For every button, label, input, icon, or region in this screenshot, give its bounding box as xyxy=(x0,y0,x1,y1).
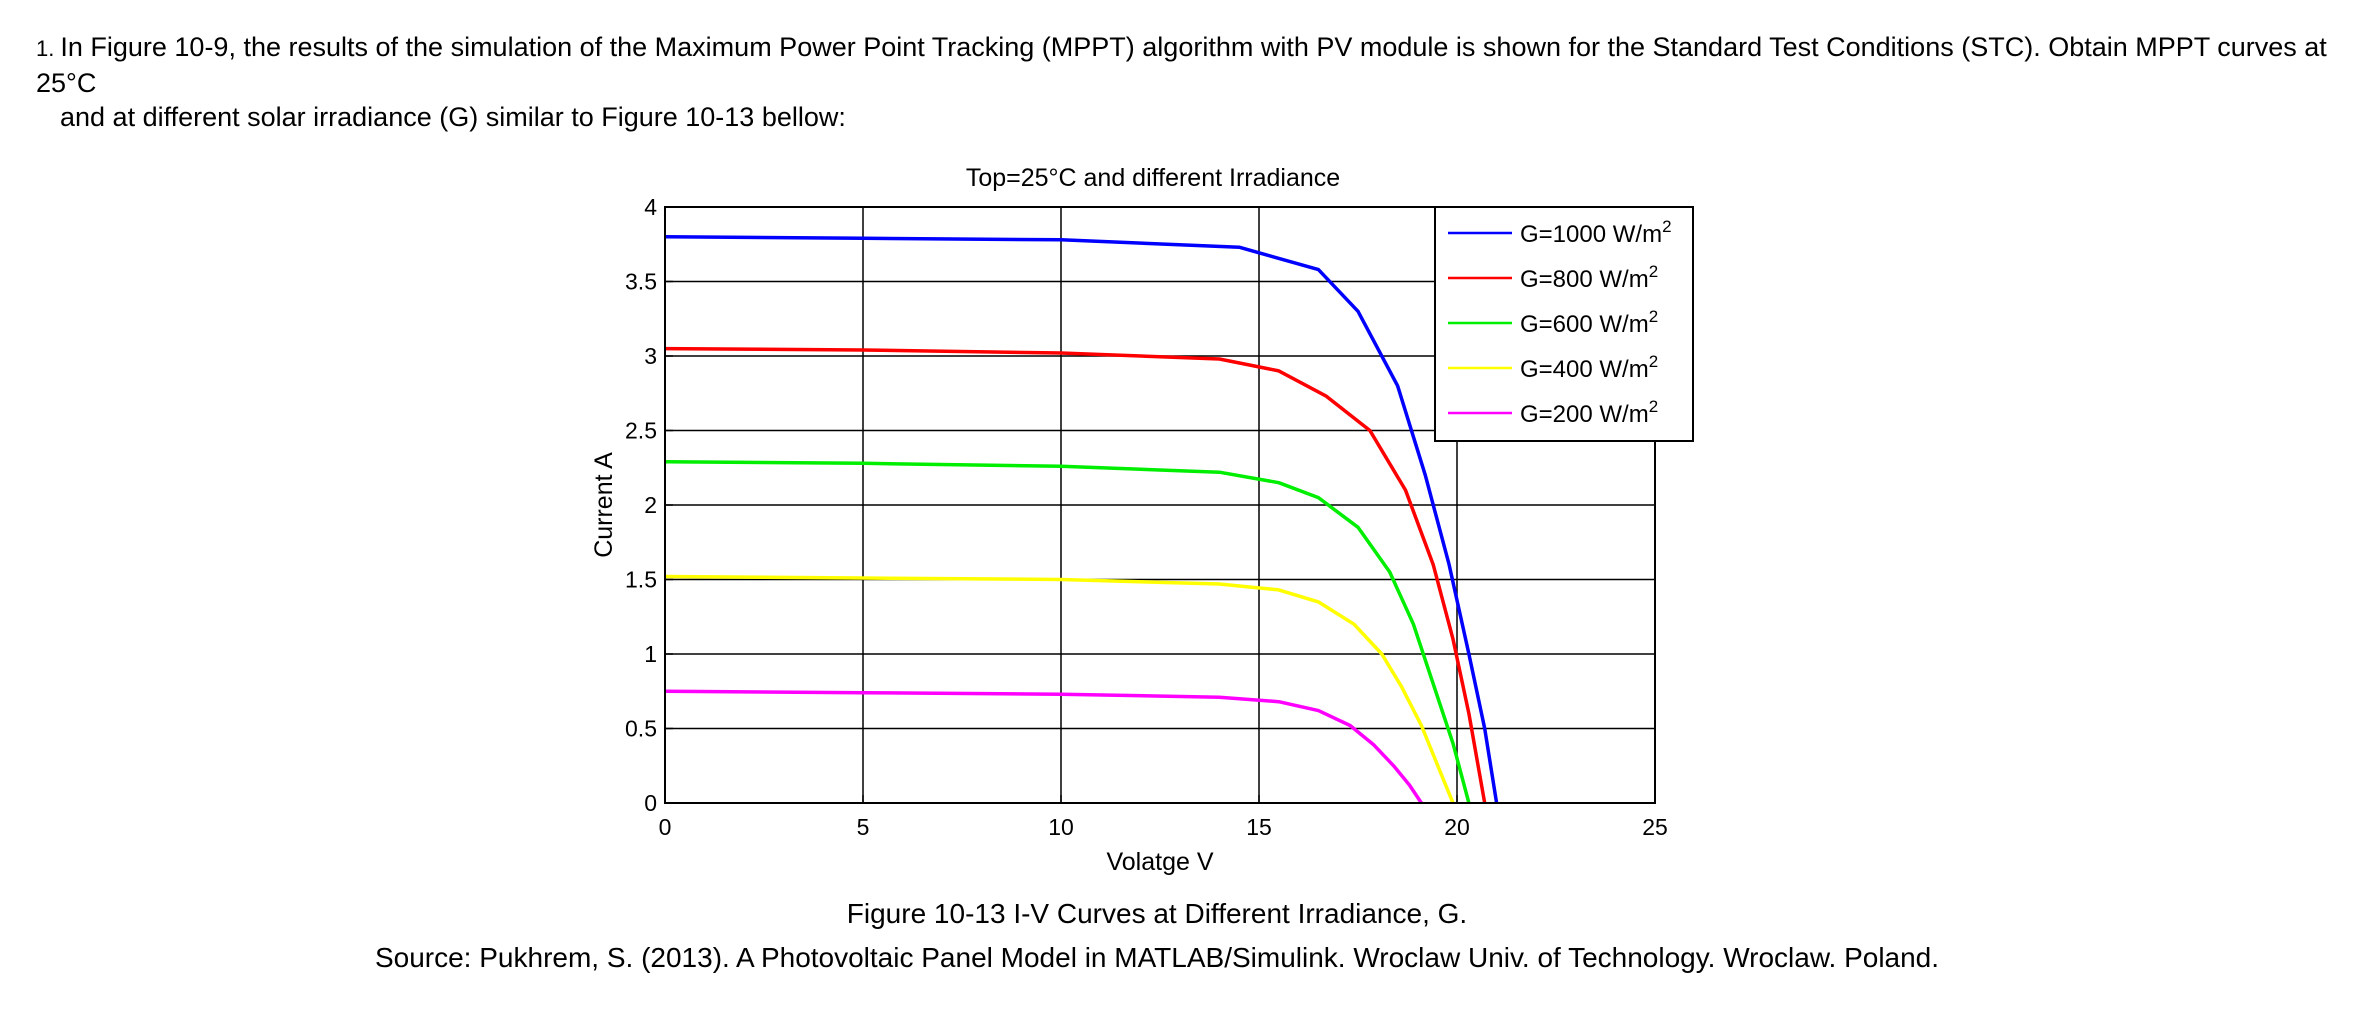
legend-label-1: G=1000 W/m2 xyxy=(1520,217,1672,248)
legend-label-superscript: 2 xyxy=(1649,262,1658,281)
y-tick-label: 2.5 xyxy=(625,418,657,444)
y-tick-label: 3 xyxy=(644,343,657,369)
series-lines xyxy=(664,235,1499,804)
axis-ticks: 0 5 10 15 20 25 0 0.5 1 1.5 2 2.5 3 3.5 4 xyxy=(625,194,1668,840)
legend-label-5: G=200 W/m2 xyxy=(1520,397,1658,428)
legend-label-superscript: 2 xyxy=(1649,397,1658,416)
y-tick-label: 4 xyxy=(644,194,657,220)
y-tick-label: 0.5 xyxy=(625,716,657,742)
x-axis-label: Volatge V xyxy=(1106,848,1213,876)
y-tick-label: 1.5 xyxy=(625,567,657,593)
question-line-2: and at different solar irradiance (G) si… xyxy=(60,102,846,132)
y-tick-label: 3.5 xyxy=(625,269,657,295)
legend: G=1000 W/m2 G=800 W/m2 G=600 W/m2 G=400 W/m… xyxy=(1434,206,1694,442)
y-tick-label: 0 xyxy=(644,790,657,816)
question-number: 1. xyxy=(36,36,55,61)
x-tick-label: 20 xyxy=(1444,814,1470,840)
series-line-3 xyxy=(664,460,1471,804)
series-line-2 xyxy=(664,346,1487,804)
x-tick-label: 25 xyxy=(1642,814,1668,840)
question-text: 1. In Figure 10-9, the results of the sim… xyxy=(36,30,2336,134)
y-tick-label: 2 xyxy=(644,492,657,518)
x-tick-label: 10 xyxy=(1048,814,1074,840)
legend-label-4: G=400 W/m2 xyxy=(1520,352,1658,383)
series-line-1 xyxy=(664,235,1499,804)
x-tick-label: 15 xyxy=(1246,814,1272,840)
x-tick-label: 0 xyxy=(659,814,672,840)
series-line-5 xyxy=(664,689,1423,804)
legend-label-3: G=600 W/m2 xyxy=(1520,307,1658,338)
question-line-1: In Figure 10-9, the results of the simul… xyxy=(36,32,2327,98)
chart-title: Top=25°C and different Irradiance xyxy=(966,164,1340,192)
legend-label-superscript: 2 xyxy=(1649,307,1658,326)
y-axis-label: Current A xyxy=(590,452,618,558)
figure-caption: Figure 10-13 I-V Curves at Different Irr… xyxy=(846,898,1468,929)
x-tick-label: 5 xyxy=(857,814,870,840)
legend-label-superscript: 2 xyxy=(1649,352,1658,371)
series-line-4 xyxy=(664,574,1455,804)
legend-label-2: G=800 W/m2 xyxy=(1520,262,1658,293)
figure-source: Source: Pukhrem, S. (2013). A Photovolta… xyxy=(374,942,1940,973)
y-tick-label: 1 xyxy=(644,641,657,667)
legend-label-superscript: 2 xyxy=(1662,217,1671,236)
